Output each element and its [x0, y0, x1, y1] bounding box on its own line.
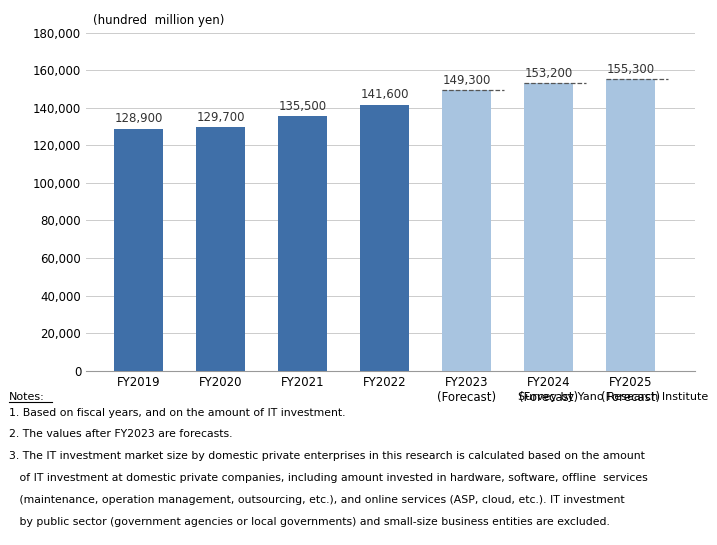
Text: Notes:: Notes:: [9, 392, 45, 402]
Bar: [442, 90, 491, 371]
Text: 149,300: 149,300: [442, 74, 491, 87]
Text: 129,700: 129,700: [196, 111, 244, 124]
Text: 135,500: 135,500: [278, 100, 326, 113]
Text: (maintenance, operation management, outsourcing, etc.), and online services (ASP: (maintenance, operation management, outs…: [9, 495, 625, 505]
Bar: [524, 83, 574, 371]
Text: (hundred  million yen): (hundred million yen): [93, 14, 224, 27]
Text: 155,300: 155,300: [607, 63, 655, 76]
Text: 141,600: 141,600: [361, 88, 409, 101]
Text: of IT investment at domestic private companies, including amount invested in har: of IT investment at domestic private com…: [9, 473, 648, 483]
Text: Survey by Yano Research Institute: Survey by Yano Research Institute: [518, 392, 708, 402]
Text: 153,200: 153,200: [525, 66, 573, 80]
Text: 3. The IT investment market size by domestic private enterprises in this researc: 3. The IT investment market size by dome…: [9, 451, 645, 461]
Text: 1. Based on fiscal years, and on the amount of IT investment.: 1. Based on fiscal years, and on the amo…: [9, 408, 346, 417]
Bar: [360, 105, 409, 371]
Bar: [278, 116, 327, 371]
Bar: [607, 79, 655, 371]
Text: 128,900: 128,900: [114, 112, 163, 125]
Bar: [114, 129, 163, 371]
Text: 2. The values after FY2023 are forecasts.: 2. The values after FY2023 are forecasts…: [9, 429, 233, 439]
Bar: [196, 127, 245, 371]
Text: by public sector (government agencies or local governments) and small-size busin: by public sector (government agencies or…: [9, 517, 610, 526]
